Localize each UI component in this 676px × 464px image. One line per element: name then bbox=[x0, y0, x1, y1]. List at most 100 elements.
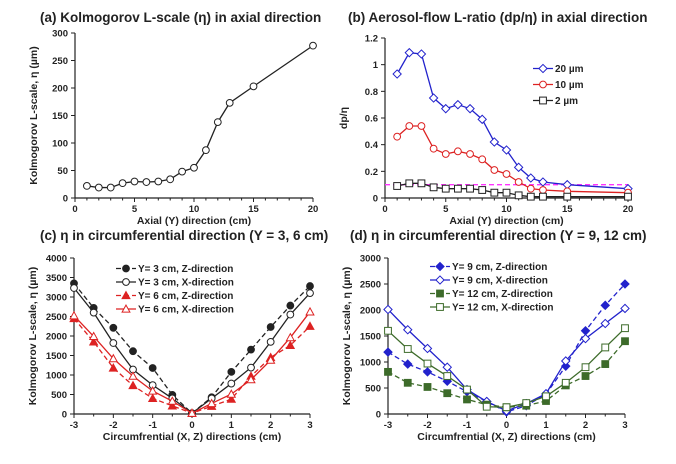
y-tick-label: 1500 bbox=[360, 332, 381, 343]
y-tick-label: 0 bbox=[376, 410, 381, 421]
data-point bbox=[89, 308, 98, 317]
data-point bbox=[306, 289, 314, 298]
data-point bbox=[109, 339, 118, 347]
data-point bbox=[286, 310, 295, 319]
chart-title: (c) η in circumferential direction (Y = … bbox=[40, 228, 328, 243]
y-tick-label: 3500 bbox=[46, 273, 67, 284]
legend-marker bbox=[121, 304, 131, 313]
data-point bbox=[249, 82, 258, 91]
x-tick-label: -3 bbox=[70, 420, 78, 431]
data-point bbox=[384, 367, 392, 376]
data-point bbox=[404, 47, 415, 58]
data-point bbox=[106, 183, 115, 192]
y-tick-label: 500 bbox=[51, 390, 67, 401]
y-tick-label: 2000 bbox=[360, 306, 381, 317]
x-tick-label: 0 bbox=[504, 420, 509, 431]
x-tick-label: 20 bbox=[308, 204, 319, 215]
legend-label: Y= 6 cm, Z-direction bbox=[138, 291, 233, 302]
data-point bbox=[453, 99, 463, 110]
data-point bbox=[178, 167, 187, 176]
data-point bbox=[621, 337, 629, 346]
legend: Y= 3 cm, Z-direction Y= 3 cm, X-direction… bbox=[116, 264, 234, 316]
y-tick-label: 3000 bbox=[46, 293, 67, 304]
data-point bbox=[514, 191, 523, 200]
data-point bbox=[167, 396, 178, 405]
data-point bbox=[383, 347, 393, 357]
y-tick-label: 0 bbox=[63, 194, 68, 205]
data-point bbox=[601, 360, 610, 368]
legend-label: 10 µm bbox=[555, 80, 584, 91]
y-axis-label: Kolmogorov L-scale, η (µm) bbox=[341, 267, 353, 405]
data-point bbox=[167, 400, 178, 410]
data-point bbox=[513, 162, 524, 173]
legend: 20 µm 10 µm 2 µm bbox=[533, 63, 584, 107]
series-3 bbox=[69, 306, 315, 417]
chart-title: (d) η in circumferential direction (Y = … bbox=[350, 228, 646, 243]
legend-label: 20 µm bbox=[555, 64, 584, 75]
data-point bbox=[266, 323, 275, 331]
legend-marker bbox=[538, 63, 548, 74]
legend-label: Y= 12 cm, X-direction bbox=[452, 303, 553, 314]
legend-marker bbox=[122, 278, 130, 286]
data-point bbox=[129, 347, 137, 356]
data-point bbox=[83, 182, 91, 190]
legend-label: Y= 3 cm, X-direction bbox=[138, 278, 234, 289]
data-point bbox=[206, 398, 217, 408]
data-point bbox=[266, 337, 275, 346]
x-tick-label: 3 bbox=[307, 420, 312, 431]
chart-panel-c: (c) η in circumferential direction (Y = … bbox=[27, 228, 328, 443]
legend-marker bbox=[539, 80, 547, 89]
legend-label: Y= 9 cm, Z-direction bbox=[452, 262, 547, 273]
data-point bbox=[286, 301, 295, 310]
data-point bbox=[187, 408, 197, 417]
y-axis-label: dp/η bbox=[338, 107, 350, 129]
data-point bbox=[393, 132, 402, 141]
data-point bbox=[423, 383, 432, 391]
data-point bbox=[403, 378, 412, 387]
data-point bbox=[600, 300, 611, 311]
legend-label: Y= 3 cm, Z-direction bbox=[138, 264, 233, 275]
series-2 bbox=[384, 337, 629, 412]
data-point bbox=[526, 184, 535, 193]
data-point bbox=[501, 145, 512, 155]
y-tick-label: 300 bbox=[52, 29, 68, 40]
data-point bbox=[538, 177, 548, 187]
data-point bbox=[148, 364, 157, 372]
x-tick-label: 1 bbox=[229, 420, 235, 431]
legend-marker bbox=[122, 264, 130, 273]
data-point bbox=[247, 363, 255, 372]
data-point bbox=[441, 184, 450, 193]
data-point bbox=[539, 186, 547, 194]
data-point bbox=[147, 386, 158, 395]
y-tick-label: 2500 bbox=[46, 312, 67, 323]
data-point bbox=[463, 385, 471, 394]
y-tick-label: 0.6 bbox=[365, 114, 378, 125]
y-tick-label: 50 bbox=[57, 166, 68, 177]
y-tick-label: 100 bbox=[52, 139, 68, 150]
data-point bbox=[154, 177, 163, 186]
legend-marker bbox=[435, 261, 445, 272]
series-3 bbox=[384, 324, 629, 412]
data-point bbox=[490, 166, 499, 174]
data-point bbox=[429, 144, 438, 153]
x-axis-label: Axial (Y) direction (cm) bbox=[449, 215, 563, 227]
data-point bbox=[514, 178, 523, 186]
data-point bbox=[561, 378, 570, 387]
data-point bbox=[69, 310, 79, 320]
legend-label: Y= 9 cm, X-direction bbox=[452, 276, 548, 287]
x-tick-label: 2 bbox=[583, 420, 588, 431]
data-point bbox=[70, 284, 78, 292]
data-point bbox=[620, 279, 630, 289]
data-point bbox=[285, 340, 296, 349]
legend-marker bbox=[121, 290, 131, 300]
data-point bbox=[166, 175, 175, 184]
data-point bbox=[580, 326, 591, 336]
x-tick-label: -1 bbox=[463, 420, 472, 431]
y-axis-label: Kolmogorov L-scale, η (µm) bbox=[27, 267, 39, 405]
chart-title: (a) Kolmogorov L-scale (η) in axial dire… bbox=[40, 10, 321, 25]
x-tick-label: -2 bbox=[109, 420, 117, 431]
data-point bbox=[88, 336, 99, 346]
data-point bbox=[422, 367, 433, 377]
data-point bbox=[417, 179, 426, 188]
data-point bbox=[466, 150, 474, 158]
